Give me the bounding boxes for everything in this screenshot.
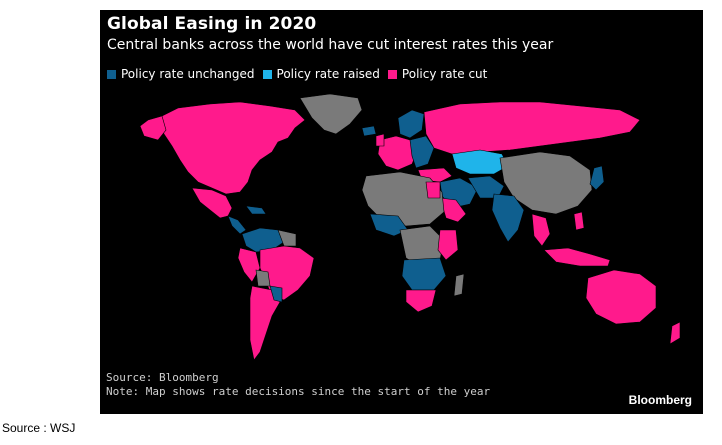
- legend: Policy rate unchanged Policy rate raised…: [107, 67, 487, 81]
- region-caribbean: [245, 205, 267, 215]
- region-western-europe: [377, 135, 419, 171]
- legend-item-unchanged: Policy rate unchanged: [107, 67, 255, 81]
- region-saudi-arabia: [439, 197, 467, 223]
- map-footnote: Source: Bloomberg Note: Map shows rate d…: [106, 371, 490, 399]
- region-scandinavia: [397, 109, 425, 139]
- region-china: [499, 151, 593, 215]
- region-north-africa: [361, 171, 445, 227]
- map-figure: Global Easing in 2020 Central banks acro…: [100, 10, 703, 414]
- region-guianas: [277, 229, 297, 247]
- legend-item-raised: Policy rate raised: [262, 67, 380, 81]
- outer-source-caption: Source : WSJ: [2, 421, 76, 435]
- figure-title: Global Easing in 2020: [107, 14, 317, 34]
- region-new-zealand: [669, 321, 681, 345]
- region-central-asia: [467, 175, 505, 199]
- region-bolivia: [255, 269, 271, 287]
- region-iceland: [361, 125, 377, 137]
- region-greenland: [299, 93, 363, 135]
- region-uk: [375, 133, 385, 147]
- region-japan: [589, 165, 605, 191]
- region-eastern-europe: [409, 135, 435, 169]
- region-east-africa: [437, 229, 459, 261]
- region-india: [491, 193, 525, 243]
- legend-swatch-unchanged: [107, 69, 116, 79]
- legend-label-cut: Policy rate cut: [401, 67, 488, 81]
- region-central-america: [227, 215, 247, 235]
- region-egypt: [425, 181, 441, 199]
- region-indonesia: [543, 247, 611, 267]
- region-north-america: [157, 101, 306, 195]
- source-line: Source: Bloomberg: [106, 371, 219, 384]
- brand-logo: Bloomberg: [628, 393, 692, 407]
- legend-swatch-cut: [387, 69, 397, 79]
- region-north-south-america: [241, 227, 285, 253]
- region-southern-africa-north: [401, 257, 447, 291]
- region-australia: [585, 269, 657, 325]
- legend-swatch-raised: [262, 69, 272, 79]
- legend-item-cut: Policy rate cut: [387, 67, 488, 81]
- region-philippines: [573, 211, 585, 231]
- region-southeast-asia: [531, 213, 551, 247]
- region-alaska: [139, 115, 167, 141]
- legend-label-raised: Policy rate raised: [276, 67, 380, 81]
- world-map: [139, 93, 681, 361]
- region-peru: [237, 247, 261, 283]
- legend-label-unchanged: Policy rate unchanged: [121, 67, 255, 81]
- region-kazakhstan: [451, 149, 509, 175]
- region-russia: [423, 101, 641, 155]
- region-paraguay-uruguay: [269, 285, 283, 303]
- note-line: Note: Map shows rate decisions since the…: [106, 385, 491, 398]
- region-madagascar: [453, 273, 465, 297]
- region-south-africa: [405, 289, 437, 313]
- figure-subtitle: Central banks across the world have cut …: [107, 37, 554, 53]
